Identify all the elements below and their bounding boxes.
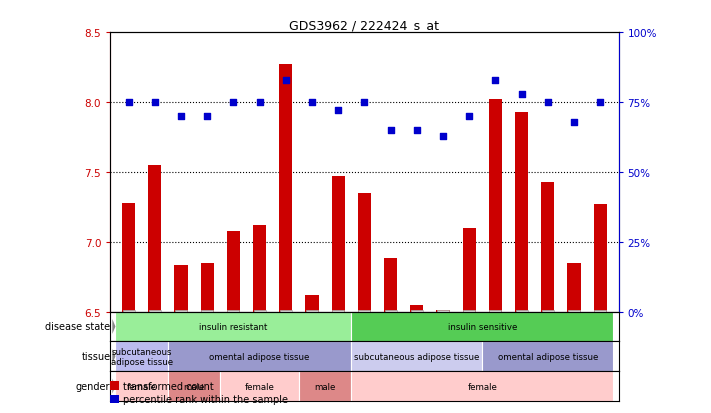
Text: GSM395788: GSM395788 xyxy=(491,312,500,358)
Bar xyxy=(351,371,614,401)
Bar xyxy=(306,295,319,312)
Polygon shape xyxy=(112,319,115,334)
Bar xyxy=(541,182,555,312)
Bar xyxy=(482,342,614,371)
Text: female: female xyxy=(127,382,156,391)
Bar xyxy=(299,371,351,401)
Bar xyxy=(220,371,299,401)
Text: transformed count: transformed count xyxy=(123,381,214,391)
Text: GSM395785: GSM395785 xyxy=(255,312,264,358)
Bar xyxy=(351,342,482,371)
Bar xyxy=(437,311,449,312)
Point xyxy=(385,127,396,134)
Point xyxy=(149,100,161,106)
Bar xyxy=(168,342,351,371)
Bar xyxy=(115,312,351,342)
Text: GSM395792: GSM395792 xyxy=(596,312,605,358)
Title: GDS3962 / 222424_s_at: GDS3962 / 222424_s_at xyxy=(289,19,439,32)
Text: subcutaneous
adipose tissue: subcutaneous adipose tissue xyxy=(111,347,173,366)
Text: GSM395774: GSM395774 xyxy=(176,312,186,358)
Bar xyxy=(515,112,528,312)
Bar xyxy=(110,395,119,404)
Point xyxy=(333,108,344,114)
Text: GSM395783: GSM395783 xyxy=(307,312,316,358)
Text: GSM395778: GSM395778 xyxy=(360,312,369,358)
Point xyxy=(201,113,213,120)
Bar xyxy=(148,166,161,312)
Point xyxy=(254,100,265,106)
Bar xyxy=(567,263,581,312)
Text: GSM395790: GSM395790 xyxy=(543,312,552,358)
Bar xyxy=(168,371,220,401)
Bar xyxy=(358,193,371,312)
Polygon shape xyxy=(112,379,115,394)
Point xyxy=(516,91,528,98)
Point xyxy=(359,100,370,106)
Bar xyxy=(384,259,397,312)
Bar xyxy=(174,266,188,312)
Text: gender: gender xyxy=(76,381,110,391)
Text: GSM395786: GSM395786 xyxy=(333,312,343,358)
Bar xyxy=(122,203,135,312)
Point xyxy=(228,100,239,106)
Text: male: male xyxy=(183,382,205,391)
Text: female: female xyxy=(467,382,497,391)
Bar xyxy=(594,204,606,312)
Point xyxy=(176,113,187,120)
Bar xyxy=(115,342,168,371)
Point xyxy=(437,133,449,140)
Text: GSM395787: GSM395787 xyxy=(282,312,290,358)
Point xyxy=(594,100,606,106)
Point xyxy=(568,119,579,126)
Text: GSM395777: GSM395777 xyxy=(150,312,159,358)
Text: omental adipose tissue: omental adipose tissue xyxy=(209,352,310,361)
Bar xyxy=(253,225,266,312)
Text: insulin sensitive: insulin sensitive xyxy=(448,322,517,331)
Point xyxy=(306,100,318,106)
Bar xyxy=(115,371,168,401)
Bar xyxy=(201,263,214,312)
Text: disease state: disease state xyxy=(46,322,110,332)
Text: GSM395776: GSM395776 xyxy=(203,312,212,358)
Bar xyxy=(463,228,476,312)
Bar xyxy=(489,100,502,312)
Text: tissue: tissue xyxy=(81,351,110,361)
Bar xyxy=(410,305,423,312)
Text: subcutaneous adipose tissue: subcutaneous adipose tissue xyxy=(354,352,479,361)
Point xyxy=(490,77,501,84)
Text: GSM395791: GSM395791 xyxy=(570,312,579,358)
Bar xyxy=(351,312,614,342)
Text: GSM395779: GSM395779 xyxy=(386,312,395,358)
Text: GSM395775: GSM395775 xyxy=(124,312,133,358)
Polygon shape xyxy=(112,349,115,364)
Bar xyxy=(279,65,292,312)
Point xyxy=(411,127,422,134)
Text: omental adipose tissue: omental adipose tissue xyxy=(498,352,598,361)
Point xyxy=(464,113,475,120)
Bar xyxy=(331,177,345,312)
Text: GSM395784: GSM395784 xyxy=(229,312,238,358)
Point xyxy=(123,100,134,106)
Bar xyxy=(110,381,119,390)
Text: insulin resistant: insulin resistant xyxy=(199,322,267,331)
Text: male: male xyxy=(314,382,336,391)
Point xyxy=(280,77,292,84)
Text: GSM395780: GSM395780 xyxy=(412,312,422,358)
Text: GSM395781: GSM395781 xyxy=(439,312,447,358)
Point xyxy=(542,100,553,106)
Text: GSM395782: GSM395782 xyxy=(465,312,474,358)
Text: female: female xyxy=(245,382,274,391)
Text: percentile rank within the sample: percentile rank within the sample xyxy=(123,394,288,404)
Text: GSM395789: GSM395789 xyxy=(517,312,526,358)
Bar xyxy=(227,231,240,312)
